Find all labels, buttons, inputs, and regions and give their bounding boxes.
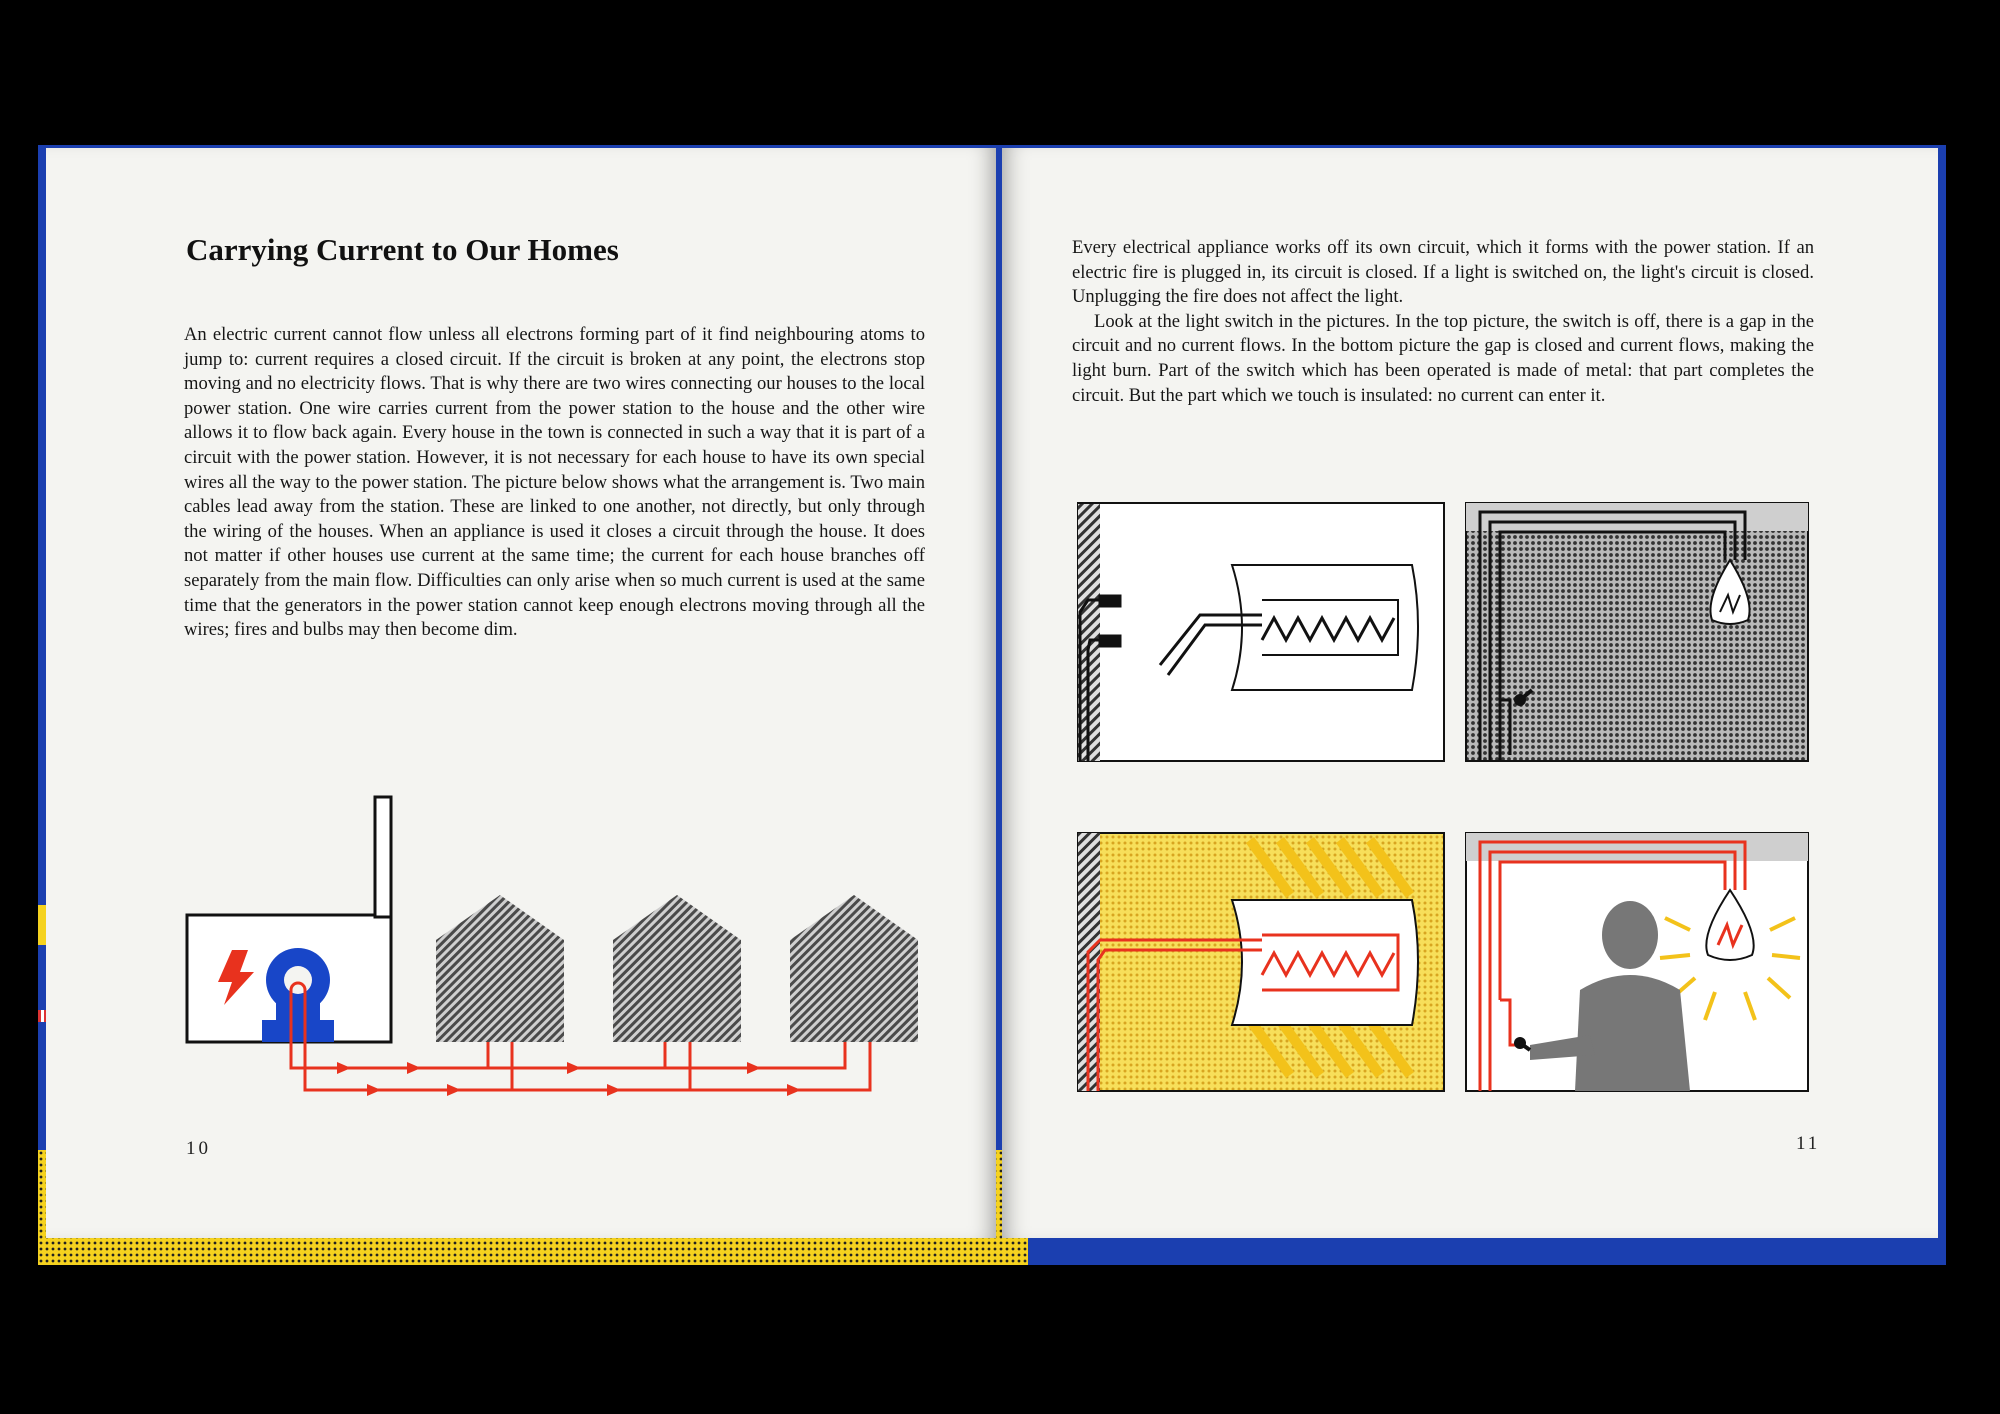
left-page — [46, 148, 996, 1238]
page-title: Carrying Current to Our Homes — [186, 232, 619, 267]
page-number-left: 10 — [186, 1138, 211, 1159]
right-paragraph-1: Every electrical appliance works off its… — [1072, 237, 1814, 308]
page-number-right: 11 — [1796, 1133, 1821, 1154]
right-body-text: Every electrical appliance works off its… — [1072, 236, 1814, 408]
left-body-text: An electric current cannot flow unless a… — [184, 324, 925, 641]
right-paragraph-2: Look at the light switch in the pictures… — [1072, 310, 1814, 406]
